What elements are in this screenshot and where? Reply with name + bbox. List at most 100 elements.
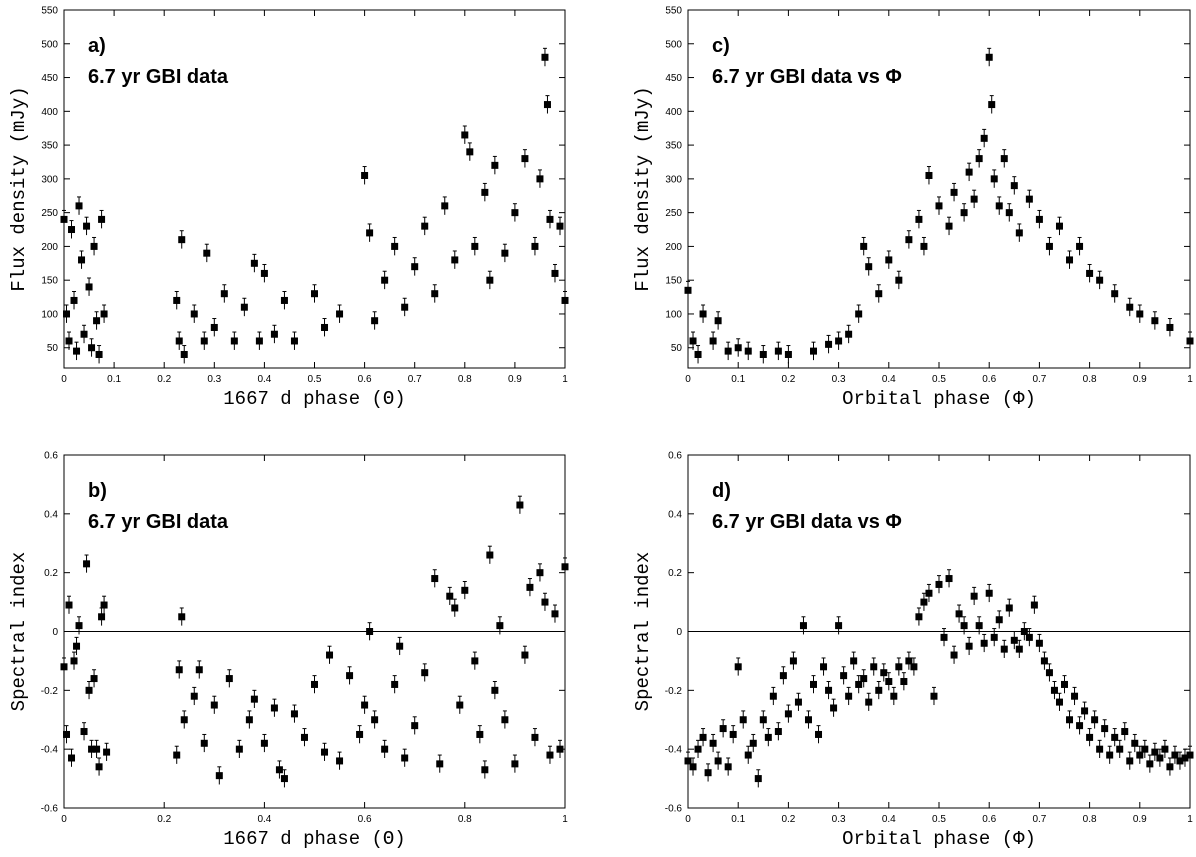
- y-tick-label: 250: [41, 208, 58, 219]
- data-point: [1141, 745, 1149, 753]
- data-point: [1181, 754, 1189, 762]
- data-point: [260, 739, 268, 747]
- data-point: [885, 256, 893, 264]
- data-point: [980, 134, 988, 142]
- data-point: [810, 680, 817, 688]
- data-point: [220, 290, 228, 298]
- data-point: [280, 775, 288, 783]
- data-point: [441, 202, 449, 210]
- data-point: [551, 610, 559, 618]
- data-point: [1156, 754, 1164, 762]
- data-point: [739, 716, 747, 724]
- x-tick-label: 0.6: [358, 374, 372, 385]
- y-tick-label: 50: [47, 343, 59, 354]
- data-point: [794, 698, 802, 706]
- data-point: [905, 657, 913, 665]
- y-tick-label: 450: [665, 73, 682, 84]
- data-point: [920, 242, 928, 250]
- data-point: [88, 745, 96, 753]
- data-point: [401, 303, 409, 311]
- data-point: [988, 101, 996, 109]
- data-point: [865, 263, 873, 271]
- x-tick-label: 0: [685, 814, 691, 825]
- y-tick-label: 350: [665, 141, 682, 152]
- data-point: [85, 283, 93, 291]
- x-tick-label: 1: [562, 374, 568, 385]
- data-point: [1086, 733, 1094, 741]
- x-tick-label: 0: [685, 374, 691, 385]
- data-point: [300, 733, 308, 741]
- data-point: [1116, 745, 1124, 753]
- data-point: [280, 296, 288, 304]
- y-tick-label: 50: [671, 343, 683, 354]
- data-point: [779, 672, 787, 680]
- data-point: [496, 622, 504, 630]
- data-point: [366, 229, 374, 237]
- data-point: [240, 303, 248, 311]
- y-tick-label: 400: [665, 107, 682, 118]
- data-point: [820, 663, 828, 671]
- data-point: [431, 575, 439, 583]
- data-point: [990, 633, 998, 641]
- data-point: [381, 276, 389, 284]
- data-point: [965, 168, 973, 176]
- data-point: [210, 701, 218, 709]
- data-point: [689, 763, 697, 771]
- data-point: [895, 276, 903, 284]
- data-point: [709, 337, 717, 345]
- y-tick-label: 0: [52, 627, 58, 638]
- data-point: [100, 310, 108, 318]
- panel-title: 6.7 yr GBI data vs Φ: [712, 511, 902, 533]
- data-point: [536, 175, 544, 183]
- data-point: [855, 680, 863, 688]
- data-point: [511, 760, 519, 768]
- data-point: [960, 209, 968, 217]
- data-point: [511, 209, 519, 217]
- data-point: [1131, 739, 1139, 747]
- x-tick-label: 0.2: [781, 814, 795, 825]
- data-point: [1186, 337, 1194, 345]
- x-tick-label: 0.8: [458, 374, 472, 385]
- data-point: [551, 269, 559, 277]
- data-point: [381, 745, 389, 753]
- data-point: [1071, 692, 1079, 700]
- data-point: [311, 290, 318, 298]
- data-point: [1045, 669, 1053, 677]
- data-point: [65, 601, 73, 609]
- data-point: [451, 256, 459, 264]
- data-point: [830, 704, 838, 712]
- data-point: [173, 751, 181, 759]
- data-point: [491, 161, 499, 169]
- data-point: [60, 663, 68, 671]
- data-point: [541, 598, 549, 606]
- data-point: [70, 296, 78, 304]
- data-point: [1091, 716, 1099, 724]
- data-point: [890, 692, 898, 700]
- data-point: [925, 171, 933, 179]
- data-point: [1161, 745, 1169, 753]
- data-point: [250, 695, 258, 703]
- data-point: [486, 551, 494, 559]
- data-point: [100, 601, 108, 609]
- y-tick-label: 500: [665, 39, 682, 50]
- data-point: [714, 757, 722, 765]
- data-point: [178, 613, 186, 621]
- data-point: [719, 725, 727, 733]
- data-point: [704, 769, 712, 777]
- data-point: [930, 692, 938, 700]
- data-point: [1030, 601, 1038, 609]
- data-point: [546, 751, 554, 759]
- data-point: [689, 337, 697, 345]
- data-point: [486, 276, 494, 284]
- data-point: [1045, 242, 1053, 250]
- x-tick-label: 0.7: [1032, 374, 1046, 385]
- data-point: [321, 748, 329, 756]
- data-point: [491, 686, 499, 694]
- data-point: [754, 775, 762, 783]
- data-point: [556, 745, 564, 753]
- data-point: [945, 575, 953, 583]
- x-tick-label: 0.9: [508, 374, 522, 385]
- data-point: [699, 310, 707, 318]
- data-point: [995, 616, 1003, 624]
- panel-title: 6.7 yr GBI data: [88, 66, 229, 88]
